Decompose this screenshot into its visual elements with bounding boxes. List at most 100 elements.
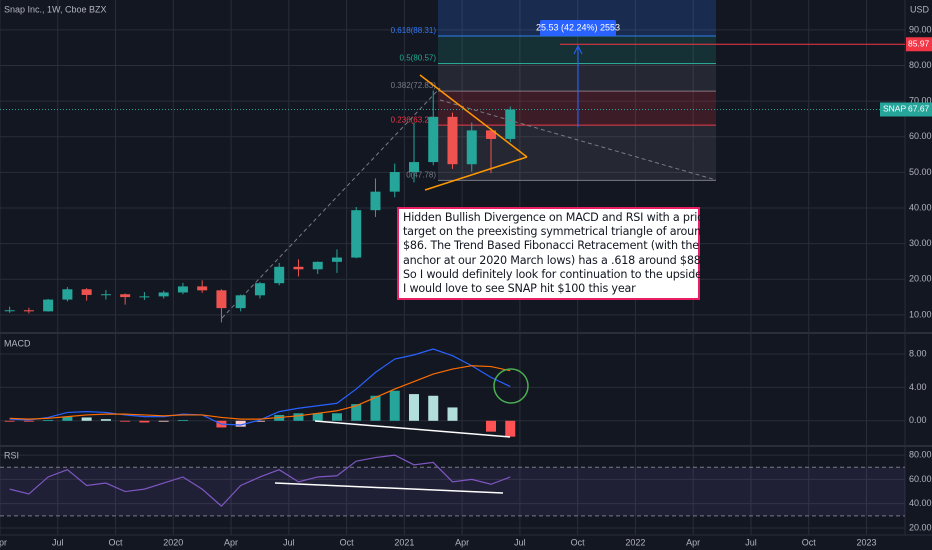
y-tick-label: 40.00 <box>909 498 932 508</box>
price-axis-bg <box>905 0 932 550</box>
macd-histogram-bar <box>158 420 169 422</box>
y-tick-label: 8.00 <box>909 348 927 358</box>
x-tick-label: Oct <box>571 537 586 547</box>
candle-body <box>505 109 516 139</box>
macd-histogram-bar <box>370 395 381 421</box>
fib-zone <box>438 91 716 126</box>
candle-body <box>197 286 208 291</box>
candle-body <box>351 210 362 258</box>
y-tick-label: 40.00 <box>909 202 932 212</box>
x-tick-label: Oct <box>109 537 124 547</box>
x-tick-label: Oct <box>340 537 355 547</box>
x-tick-label: 2020 <box>163 537 183 547</box>
macd-histogram-bar <box>120 420 131 422</box>
target-label-bg <box>906 37 932 52</box>
candle-body <box>486 130 497 139</box>
macd-histogram-bar <box>428 395 439 421</box>
macd-histogram-bar <box>81 417 92 421</box>
fib-label: 0.618(88.31) <box>391 26 437 35</box>
signal-line <box>9 365 511 420</box>
fib-label: 0(47.78) <box>406 170 436 179</box>
y-tick-label: 70.00 <box>909 96 932 106</box>
macd-histogram-bar <box>389 390 400 421</box>
x-tick-label: Jul <box>514 537 526 547</box>
macd-histogram-bar <box>447 407 458 421</box>
candle-body <box>428 116 439 163</box>
y-tick-label: 80.00 <box>909 450 932 460</box>
candle-body <box>408 162 419 173</box>
last-price-symbol: SNAP <box>883 104 906 114</box>
y-tick-label: 90.00 <box>909 24 932 34</box>
x-tick-label: Jul <box>745 537 757 547</box>
x-tick-label: Apr <box>686 537 700 547</box>
y-tick-label: 50.00 <box>909 167 932 177</box>
macd-line <box>9 348 511 426</box>
candle-body <box>216 290 227 309</box>
candle-body <box>23 310 34 312</box>
target-label: 85.97 <box>908 39 930 49</box>
y-tick-label: 20.00 <box>909 274 932 284</box>
candle-body <box>274 266 285 284</box>
macd-histogram-bar <box>23 420 34 422</box>
macd-histogram-bar <box>505 420 516 437</box>
candle-body <box>139 296 150 298</box>
candle-body <box>370 191 381 211</box>
y-tick-label: 80.00 <box>909 60 932 70</box>
macd-histogram-bar <box>312 413 323 421</box>
annotation-line: Hidden Bullish Divergence on MACD and RS… <box>403 211 710 224</box>
x-tick-label: Apr <box>455 537 469 547</box>
y-tick-label: 0.00 <box>909 415 927 425</box>
macd-histogram-bar <box>408 394 419 421</box>
y-tick-label: 60.00 <box>909 131 932 141</box>
divergence-line <box>274 482 504 494</box>
fib-label: 0.5(80.57) <box>400 54 437 63</box>
axis-unit: USD <box>910 4 930 14</box>
candle-body <box>62 289 73 300</box>
candle-body <box>235 295 246 309</box>
x-tick-label: Apr <box>224 537 238 547</box>
measure-label: 25.53 (42.24%) 2553 <box>536 22 620 32</box>
macd-histogram-bar <box>139 420 150 423</box>
pane-title: RSI <box>4 450 19 460</box>
x-tick-label: Apr <box>0 537 7 547</box>
annotation-box: Hidden Bullish Divergence on MACD and RS… <box>397 207 710 301</box>
macd-histogram-bar <box>351 404 362 421</box>
y-tick-label: 10.00 <box>909 309 932 319</box>
macd-histogram-bar <box>293 413 304 421</box>
y-tick-label: 60.00 <box>909 474 932 484</box>
measure-label-bg <box>540 20 616 36</box>
candle-body <box>100 294 111 296</box>
candle-body <box>389 172 400 192</box>
measure-arrowhead <box>573 44 583 55</box>
x-tick-label: Oct <box>802 537 817 547</box>
chart-title: Snap Inc., 1W, Cboe BZX <box>4 4 107 14</box>
y-tick-label: 30.00 <box>909 238 932 248</box>
candle-body <box>447 116 458 165</box>
fib-label: 0.236(63.26) <box>391 115 437 124</box>
macd-histogram-bar <box>235 420 246 427</box>
triangle-line <box>424 156 528 191</box>
fib-zone <box>438 63 716 92</box>
annotation-line: $86. The Trend Based Fibonacci Retraceme… <box>403 239 699 253</box>
candle-body <box>312 261 323 270</box>
macd-histogram-bar <box>486 420 497 432</box>
fib-label: 0.382(72.83) <box>391 81 437 90</box>
trend-line <box>439 99 717 181</box>
fib-zone <box>438 35 716 64</box>
candle-body <box>466 130 477 165</box>
y-tick-label: 4.00 <box>909 382 927 392</box>
candle-body <box>158 292 169 297</box>
fib-trend-line <box>221 87 441 319</box>
annotation-line: target on the preexisting symmetrical tr… <box>403 225 708 239</box>
macd-histogram-bar <box>43 419 54 421</box>
macd-histogram-bar <box>331 413 342 421</box>
x-tick-label: 2023 <box>856 537 876 547</box>
rsi-band <box>0 467 905 516</box>
candle-body <box>43 299 54 312</box>
candle-body <box>177 286 188 293</box>
candle-body <box>120 294 131 298</box>
x-tick-label: Jul <box>283 537 295 547</box>
candle-body <box>254 283 265 296</box>
